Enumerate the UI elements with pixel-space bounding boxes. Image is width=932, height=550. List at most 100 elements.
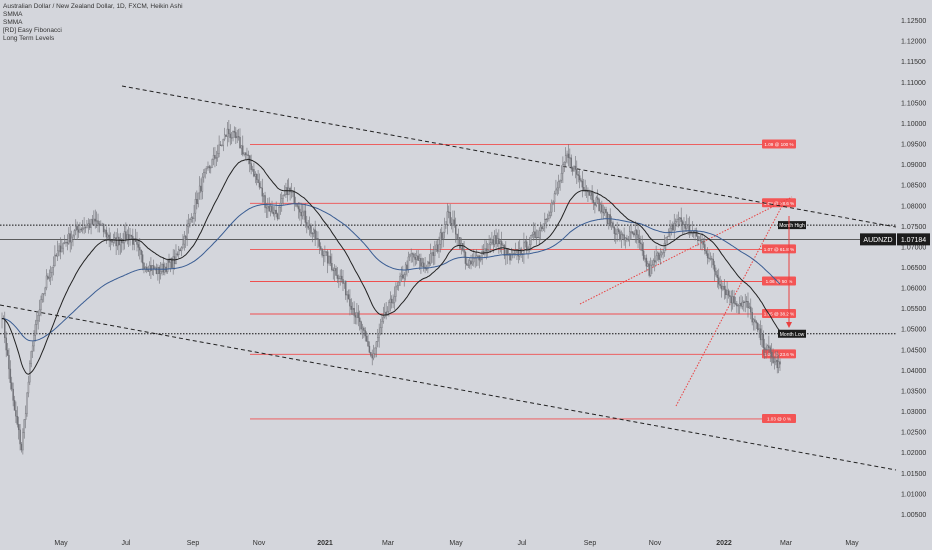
candle-body [116, 236, 119, 247]
candle [409, 253, 411, 262]
price-tick-label: 1.05500 [901, 306, 926, 313]
price-tick-label: 1.02500 [901, 430, 926, 437]
candle [236, 129, 238, 144]
candle-body [237, 136, 240, 138]
candle [520, 246, 522, 258]
candle-body [627, 239, 630, 241]
candle-body [513, 253, 515, 255]
candle-body [27, 381, 30, 394]
price-tick-label: 1.10000 [901, 121, 926, 128]
price-tick-label: 1.03500 [901, 388, 926, 395]
candle-body [77, 229, 80, 233]
candle-body [82, 228, 84, 231]
candle-body [569, 157, 571, 159]
candle [257, 170, 259, 184]
candle [684, 221, 687, 232]
candle [777, 354, 780, 374]
candle [505, 241, 507, 266]
candle [713, 260, 716, 282]
candle-body [560, 172, 563, 181]
candle-body [59, 245, 62, 253]
candle-body [276, 213, 279, 220]
candle [484, 239, 486, 259]
candle [349, 289, 351, 316]
candle-body [755, 321, 758, 324]
candle [624, 237, 627, 249]
candle-body [90, 219, 92, 228]
candle [750, 298, 752, 320]
candle-body [708, 257, 710, 259]
candle [73, 229, 76, 240]
candle-body [545, 218, 547, 220]
candle [672, 221, 674, 232]
candle-body [438, 244, 440, 252]
candle [731, 289, 734, 310]
candle-body [258, 182, 261, 188]
candle [603, 206, 606, 216]
candle [720, 279, 723, 298]
candle [459, 237, 461, 250]
candle [779, 358, 781, 371]
candle [519, 239, 521, 261]
price-tick-label: 1.05000 [901, 327, 926, 334]
candle [59, 237, 62, 260]
candle-body [100, 224, 102, 226]
candle [487, 242, 489, 258]
candle [318, 239, 321, 255]
candle [545, 218, 547, 229]
candle [620, 230, 623, 249]
candle-body [519, 248, 521, 257]
candle-body [6, 349, 9, 356]
candle-body [737, 305, 739, 307]
candle-body [673, 222, 675, 231]
candle-body [734, 303, 737, 305]
candle [336, 266, 339, 283]
candle-body [631, 231, 634, 234]
candle [235, 127, 237, 144]
price-tick-label: 1.11500 [901, 59, 926, 66]
price-tick-label: 1.06500 [901, 265, 926, 272]
candle [6, 343, 9, 356]
price-tick-label: 1.02000 [901, 450, 926, 457]
candle [594, 202, 596, 214]
candle [186, 219, 188, 246]
candle-body [251, 169, 254, 171]
candle [640, 235, 642, 251]
candle [324, 245, 326, 263]
candle-body [137, 244, 140, 248]
candle [688, 216, 691, 238]
candle [644, 255, 646, 263]
candle [555, 179, 557, 195]
candle [353, 301, 355, 324]
candle-body [19, 429, 21, 445]
candle [40, 295, 42, 317]
candle-body [454, 225, 457, 235]
candle [448, 205, 450, 219]
candle [768, 335, 770, 356]
candle-body [669, 228, 671, 232]
fib-level-label-text: 1.06 @ 50 % [766, 279, 793, 284]
candle-body [491, 239, 493, 243]
price-tick-label: 1.06000 [901, 286, 926, 293]
candle [379, 318, 382, 336]
candle [718, 268, 720, 290]
candle [489, 237, 492, 253]
candle [390, 295, 393, 309]
candle-body [217, 153, 219, 158]
candle-body [83, 227, 85, 229]
candle [314, 220, 316, 246]
candle-body [282, 194, 284, 199]
month-level-tag-bg [778, 329, 806, 338]
candle-body [292, 191, 294, 193]
candle-body [310, 225, 312, 234]
candle-body [456, 234, 458, 240]
candle-body [339, 275, 341, 279]
candle-body [470, 260, 472, 265]
candle [45, 269, 48, 291]
candle-body [172, 256, 174, 268]
candle-body [61, 247, 63, 253]
candle-body [588, 191, 591, 196]
candle-body [726, 290, 728, 296]
